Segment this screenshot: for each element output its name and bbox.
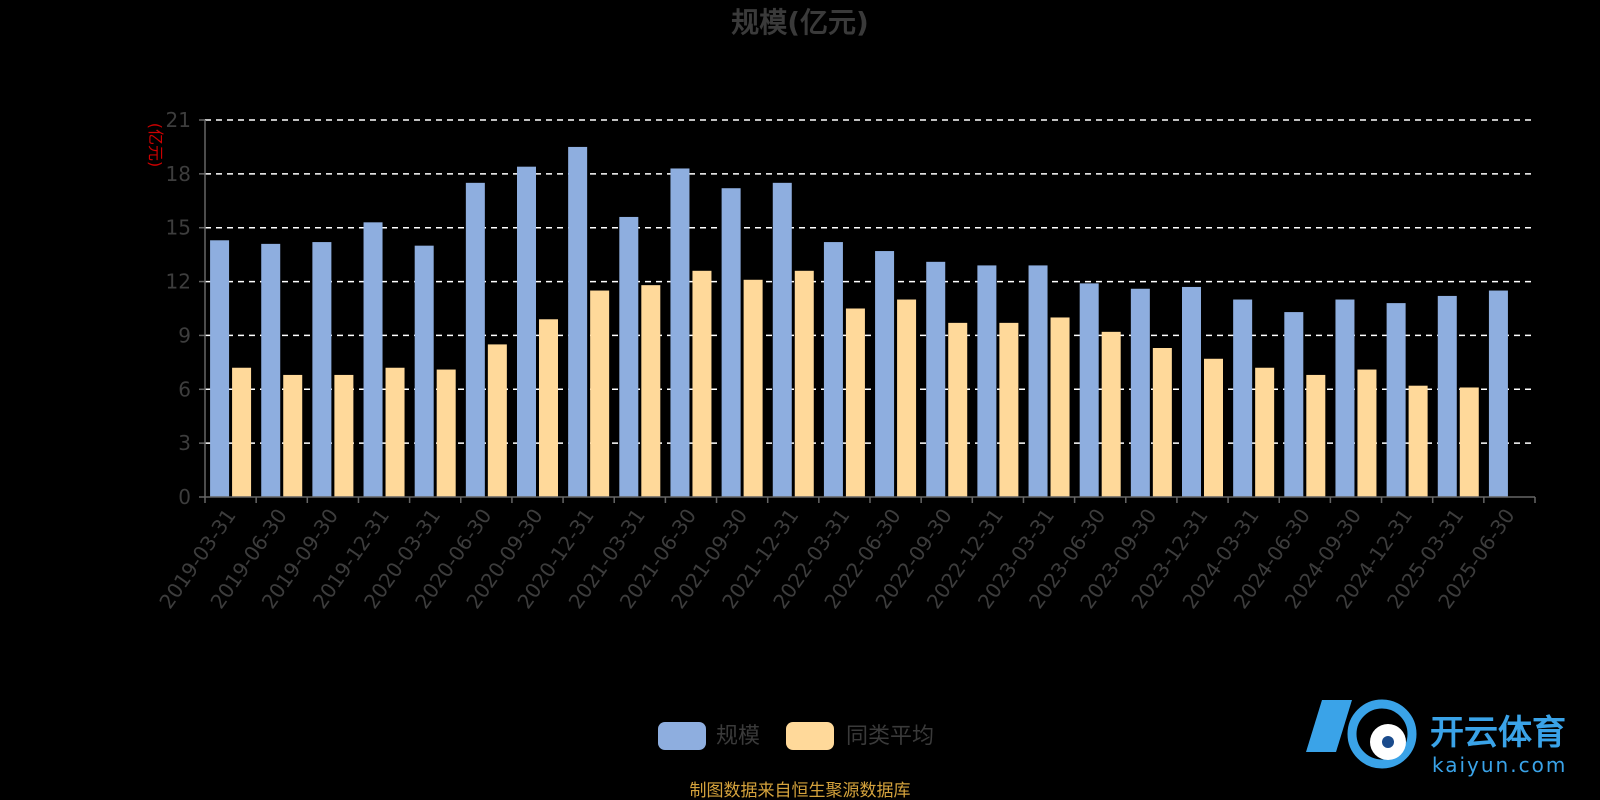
bar-scale[interactable] [1386, 303, 1406, 497]
bar-scale[interactable] [414, 245, 434, 497]
bar-peer-average[interactable] [1255, 367, 1275, 497]
bar-scale[interactable] [875, 251, 895, 497]
bar-peer-average[interactable] [1306, 374, 1326, 497]
bar-peer-average[interactable] [897, 299, 917, 497]
bar-scale[interactable] [772, 182, 792, 498]
bar-scale[interactable] [721, 188, 741, 497]
chart-title: 规模(亿元) [731, 6, 869, 39]
bar-scale[interactable] [568, 146, 588, 497]
legend: 规模 同类平均 [658, 722, 934, 750]
bar-scale[interactable] [1284, 312, 1304, 497]
logo-ring [1347, 699, 1417, 769]
y-tick-label: 21 [166, 108, 191, 132]
bar-scale[interactable] [619, 216, 639, 497]
bar-peer-average[interactable] [794, 270, 814, 497]
bar-peer-average[interactable] [436, 369, 456, 497]
y-tick-label: 3 [178, 431, 191, 455]
watermark-domain: kaiyun.com [1432, 753, 1567, 777]
watermark-logo: 开云体育 kaiyun.com [1306, 699, 1567, 777]
y-tick-label: 18 [166, 162, 191, 186]
bar-scale[interactable] [1488, 290, 1508, 497]
legend-label-peer-average: 同类平均 [846, 724, 934, 749]
bar-scale[interactable] [210, 240, 230, 497]
y-tick-label: 9 [178, 323, 191, 347]
y-axis-label: (亿元) [146, 123, 165, 168]
bar-scale[interactable] [1437, 295, 1457, 497]
bar-scale[interactable] [517, 166, 536, 497]
y-tick-label: 0 [178, 485, 191, 509]
bar-peer-average[interactable] [1050, 317, 1070, 497]
bar-peer-average[interactable] [283, 374, 303, 497]
bar-scale[interactable] [312, 242, 332, 497]
bar-peer-average[interactable] [487, 344, 507, 497]
bar-peer-average[interactable] [1152, 347, 1172, 497]
bar-scale[interactable] [1028, 265, 1048, 497]
bar-peer-average[interactable] [1408, 385, 1428, 497]
bar-scale[interactable] [1233, 299, 1253, 497]
bar-scale[interactable] [926, 261, 946, 497]
bar-peer-average[interactable] [1459, 387, 1479, 497]
y-tick-label: 12 [166, 270, 191, 294]
bar-scale[interactable] [1130, 288, 1150, 497]
bars [210, 146, 1508, 498]
logo-k-stroke [1306, 700, 1352, 752]
x-axis-ticks: 2019-03-312019-06-302019-09-302019-12-31… [154, 497, 1536, 613]
bar-peer-average[interactable] [334, 374, 354, 497]
bar-scale[interactable] [1335, 299, 1355, 497]
bar-peer-average[interactable] [1204, 358, 1223, 497]
bar-scale[interactable] [670, 168, 690, 497]
legend-item-peer-average[interactable]: 同类平均 [786, 722, 934, 750]
y-axis-ticks: 0 3 6 9 12 15 18 21 [166, 108, 205, 509]
bar-peer-average[interactable] [692, 270, 712, 497]
bar-peer-average[interactable] [845, 308, 865, 498]
bar-peer-average[interactable] [948, 322, 968, 497]
legend-swatch-scale [658, 722, 706, 750]
source-note: 制图数据来自恒生聚源数据库 [690, 781, 911, 800]
bar-peer-average[interactable] [743, 279, 763, 497]
y-tick-label: 15 [166, 216, 191, 240]
bar-peer-average[interactable] [641, 285, 661, 497]
legend-label-scale: 规模 [716, 724, 760, 749]
legend-swatch-peer-average [786, 722, 834, 750]
bar-scale[interactable] [465, 182, 485, 498]
bar-scale[interactable] [363, 222, 383, 498]
bar-peer-average[interactable] [232, 367, 252, 497]
bar-scale[interactable] [261, 243, 281, 497]
watermark-text: 开云体育 [1430, 713, 1566, 753]
legend-item-scale[interactable]: 规模 [658, 722, 760, 750]
bar-scale[interactable] [823, 242, 843, 497]
bar-scale[interactable] [977, 265, 997, 497]
bar-scale[interactable] [1079, 283, 1099, 497]
bar-peer-average[interactable] [539, 319, 558, 497]
y-tick-label: 6 [178, 377, 191, 401]
bar-peer-average[interactable] [385, 367, 405, 497]
bar-peer-average[interactable] [1101, 331, 1121, 497]
bar-peer-average[interactable] [1357, 369, 1377, 497]
bar-scale[interactable] [1182, 286, 1201, 497]
bar-peer-average[interactable] [999, 322, 1019, 497]
bar-peer-average[interactable] [590, 290, 610, 497]
